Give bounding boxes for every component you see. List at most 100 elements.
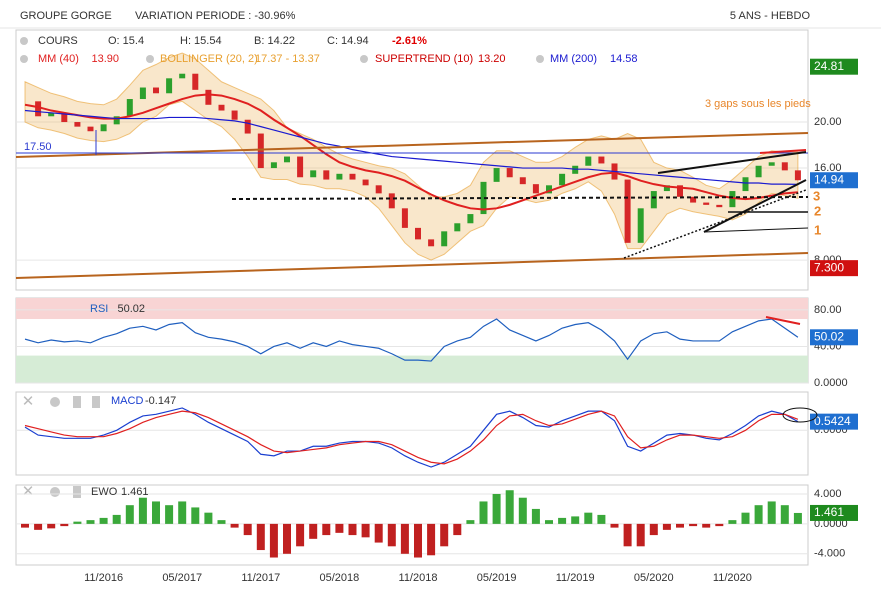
legend-value: -0.147 — [145, 395, 176, 407]
legend-name: MM (200) — [550, 53, 597, 65]
gear-icon[interactable] — [146, 55, 154, 63]
legend-value: 14.58 — [610, 53, 638, 65]
bar — [283, 523, 291, 554]
candle — [532, 184, 539, 194]
candle — [598, 156, 605, 164]
candle — [284, 156, 290, 163]
y-tick-label: 4.000 — [814, 488, 842, 500]
bar — [505, 490, 514, 524]
high: H: 15.54 — [180, 35, 222, 47]
bar — [649, 523, 658, 536]
badge-label: 7.300 — [814, 260, 844, 274]
price-badge — [810, 329, 858, 346]
marker-line — [765, 316, 801, 325]
annotations — [15, 130, 818, 423]
close-icon[interactable]: ✕ — [22, 393, 35, 410]
bar — [138, 497, 147, 524]
bar — [545, 520, 553, 524]
bar — [269, 523, 278, 558]
legend-name: COURS — [38, 35, 78, 47]
line — [24, 93, 798, 211]
badge-label: 1.461 — [814, 505, 844, 519]
gap-label: 1 — [814, 222, 821, 237]
x-tick-label: 11/2016 — [84, 572, 123, 584]
up-icon[interactable] — [73, 486, 81, 498]
legend-name: RSI — [90, 303, 108, 315]
bar — [584, 512, 593, 524]
candle — [126, 99, 133, 117]
candle — [35, 101, 42, 117]
gear-icon[interactable] — [360, 55, 368, 63]
line — [24, 109, 798, 185]
gear-icon[interactable] — [50, 397, 60, 407]
candle — [166, 78, 173, 94]
legend-value: 1.461 — [121, 486, 149, 498]
bar — [387, 523, 396, 547]
marker-ellipse — [782, 407, 818, 423]
gear-icon[interactable] — [536, 55, 544, 63]
bar — [453, 523, 462, 536]
candle — [768, 162, 775, 166]
marker-line — [759, 149, 807, 154]
gap-line — [703, 227, 809, 233]
bar — [86, 520, 95, 524]
x-tick-label: 11/2019 — [556, 572, 595, 584]
gap-label: 3 — [813, 188, 820, 203]
bar — [676, 523, 684, 528]
legend-value: 17.37 - 13.37 — [255, 53, 320, 65]
x-tick-label: 05/2020 — [634, 572, 674, 584]
dotted-line — [623, 189, 807, 259]
bar — [754, 505, 763, 524]
candle — [690, 196, 697, 203]
bar — [492, 493, 501, 524]
bar — [165, 505, 174, 524]
bar — [73, 521, 82, 524]
candle — [349, 173, 356, 180]
bar — [217, 520, 226, 524]
y-tick-label: 80.00 — [814, 304, 842, 316]
bar — [309, 523, 318, 539]
y-tick-label: 16.00 — [814, 162, 842, 174]
candle — [742, 177, 749, 192]
bar — [348, 523, 357, 536]
bar — [518, 497, 527, 524]
x-tick-label: 05/2019 — [477, 572, 517, 584]
x-tick-label: 11/2020 — [713, 572, 752, 584]
bar — [715, 523, 724, 527]
candle — [493, 168, 500, 182]
bar — [662, 523, 671, 530]
candle — [310, 170, 317, 178]
bar — [296, 523, 305, 547]
down-icon[interactable] — [92, 396, 100, 408]
price-badge — [810, 413, 858, 430]
price-frame — [15, 29, 809, 291]
up-icon[interactable] — [73, 396, 81, 408]
bar — [440, 523, 449, 547]
bar — [243, 523, 252, 536]
bar — [322, 523, 331, 536]
bar — [34, 523, 43, 530]
gear-icon[interactable] — [20, 37, 28, 45]
stock-name: GROUPE GORGE — [20, 10, 112, 22]
bar — [689, 523, 698, 527]
legend-name: SUPERTREND (10) — [375, 53, 473, 65]
bar — [728, 520, 737, 524]
badge-label: 14.94 — [814, 172, 844, 186]
close-icon[interactable]: ✕ — [22, 483, 35, 500]
gear-icon[interactable] — [50, 487, 60, 497]
candle — [755, 165, 762, 178]
candle — [519, 177, 526, 185]
line — [24, 318, 799, 362]
legend-name: MACD — [111, 395, 143, 407]
candle — [467, 214, 474, 224]
gear-icon[interactable] — [20, 55, 28, 63]
candle — [650, 191, 657, 209]
x-tick-label: 11/2017 — [241, 572, 280, 584]
candle — [153, 87, 159, 94]
change: -2.61% — [392, 35, 427, 47]
candle — [388, 193, 395, 209]
wedge-line — [703, 179, 807, 233]
legend-name: MM (40) — [38, 53, 79, 65]
price-badge — [810, 58, 858, 75]
candle — [729, 191, 736, 208]
